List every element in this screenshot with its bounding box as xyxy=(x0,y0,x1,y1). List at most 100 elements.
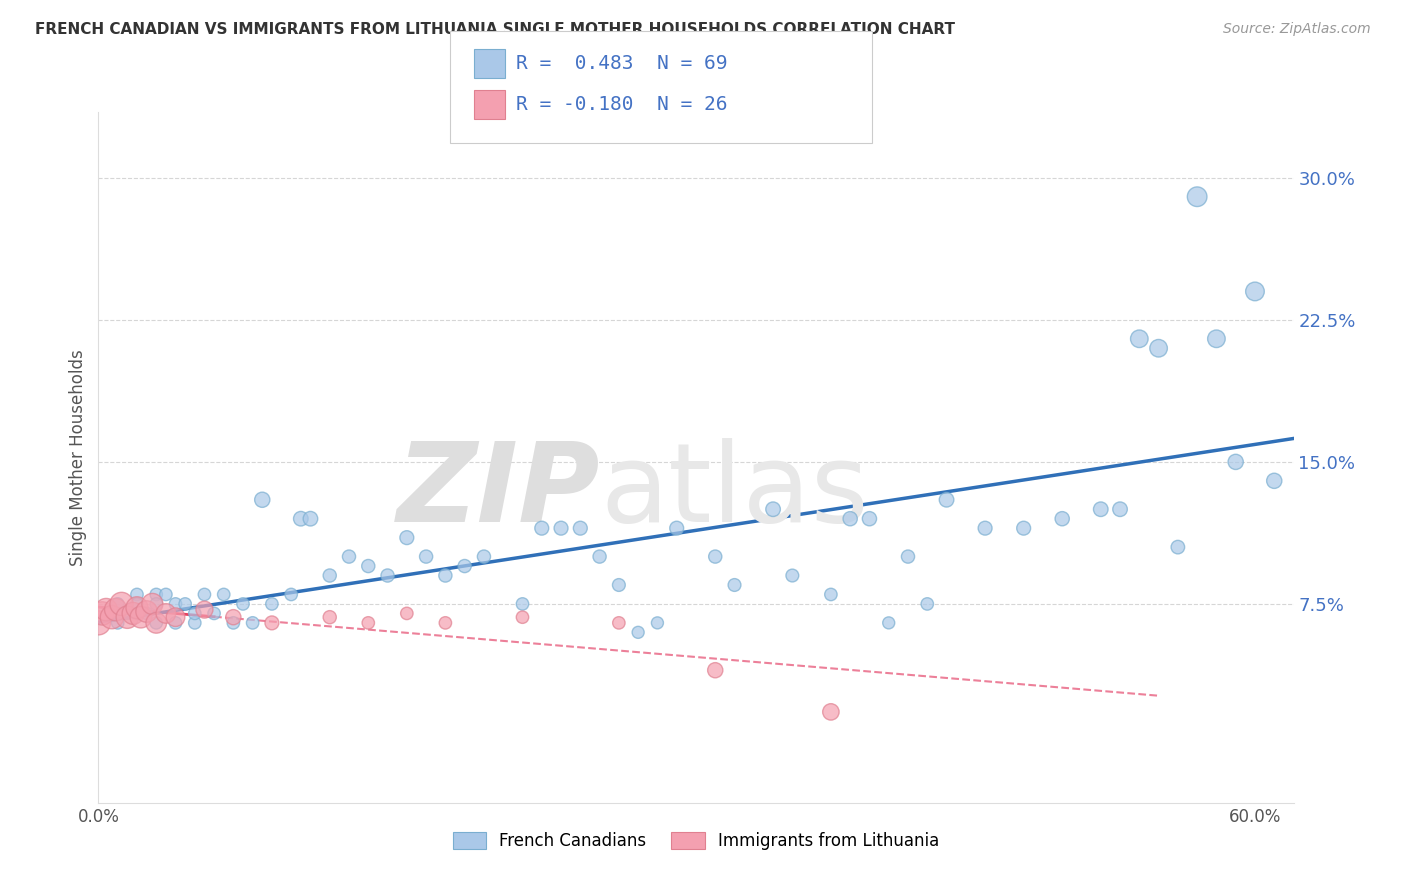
Point xyxy=(107,615,129,630)
Point xyxy=(101,610,124,624)
Point xyxy=(512,597,534,611)
Point xyxy=(145,615,167,630)
Text: Source: ZipAtlas.com: Source: ZipAtlas.com xyxy=(1223,22,1371,37)
Point xyxy=(110,597,132,611)
Point xyxy=(415,549,437,564)
Point xyxy=(820,587,842,601)
Text: atlas: atlas xyxy=(600,438,869,545)
Point xyxy=(1090,502,1112,516)
Point xyxy=(1050,512,1073,526)
Point xyxy=(647,615,669,630)
Point xyxy=(607,615,630,630)
Point xyxy=(141,597,163,611)
Point xyxy=(299,512,322,526)
Point xyxy=(319,610,342,624)
Point xyxy=(1205,332,1227,346)
Point xyxy=(1128,332,1150,346)
Point xyxy=(319,568,342,582)
Point xyxy=(453,559,475,574)
Point xyxy=(434,568,457,582)
Point xyxy=(252,492,274,507)
Point xyxy=(125,597,148,611)
Point xyxy=(704,663,727,677)
Point xyxy=(974,521,997,535)
Point xyxy=(357,615,380,630)
Point xyxy=(395,531,418,545)
Point xyxy=(260,615,283,630)
Point xyxy=(165,597,187,611)
Point xyxy=(145,587,167,601)
Point xyxy=(858,512,880,526)
Point xyxy=(897,549,920,564)
Point xyxy=(232,597,254,611)
Point xyxy=(125,607,148,621)
Point xyxy=(155,587,177,601)
Point xyxy=(135,607,157,621)
Point xyxy=(122,607,145,621)
Point xyxy=(135,605,157,619)
Point xyxy=(91,607,114,621)
Point xyxy=(935,492,957,507)
Point xyxy=(125,600,148,615)
Point xyxy=(704,549,727,564)
Point xyxy=(174,597,197,611)
Point xyxy=(569,521,592,535)
Point xyxy=(145,597,167,611)
Point xyxy=(1109,502,1132,516)
Point xyxy=(357,559,380,574)
Point xyxy=(665,521,688,535)
Point xyxy=(1185,190,1208,204)
Point xyxy=(165,610,187,624)
Point xyxy=(472,549,495,564)
Point xyxy=(145,615,167,630)
Point xyxy=(290,512,312,526)
Text: FRENCH CANADIAN VS IMMIGRANTS FROM LITHUANIA SINGLE MOTHER HOUSEHOLDS CORRELATIO: FRENCH CANADIAN VS IMMIGRANTS FROM LITHU… xyxy=(35,22,955,37)
Point xyxy=(723,578,745,592)
Point xyxy=(212,587,235,601)
Point xyxy=(260,597,283,611)
Point xyxy=(1012,521,1035,535)
Point xyxy=(588,549,610,564)
Point xyxy=(337,549,360,564)
Point xyxy=(820,705,842,719)
Point xyxy=(184,607,207,621)
Point xyxy=(155,607,177,621)
Point xyxy=(550,521,572,535)
Point xyxy=(530,521,553,535)
Point xyxy=(94,602,117,616)
Text: R = -0.180  N = 26: R = -0.180 N = 26 xyxy=(516,95,727,114)
Y-axis label: Single Mother Households: Single Mother Households xyxy=(69,349,87,566)
Point xyxy=(129,610,152,624)
Point xyxy=(222,615,245,630)
Point xyxy=(839,512,862,526)
Point xyxy=(280,587,302,601)
Point xyxy=(877,615,900,630)
Point xyxy=(193,602,215,616)
Point xyxy=(107,597,129,611)
Point xyxy=(782,568,804,582)
Point xyxy=(125,587,148,601)
Point xyxy=(434,615,457,630)
Point xyxy=(1263,474,1285,488)
Point xyxy=(242,615,264,630)
Point xyxy=(222,610,245,624)
Point xyxy=(627,625,650,640)
Point xyxy=(87,615,110,630)
Point xyxy=(104,602,127,616)
Point xyxy=(202,607,225,621)
Point xyxy=(762,502,785,516)
Point xyxy=(1225,455,1247,469)
Point xyxy=(1244,285,1267,299)
Point xyxy=(917,597,939,611)
Point xyxy=(1147,341,1170,355)
Point xyxy=(1167,540,1189,554)
Point xyxy=(117,610,139,624)
Text: ZIP: ZIP xyxy=(396,438,600,545)
Point xyxy=(377,568,399,582)
Point xyxy=(165,615,187,630)
Point xyxy=(193,587,215,601)
Point xyxy=(395,607,418,621)
Point xyxy=(512,610,534,624)
Text: R =  0.483  N = 69: R = 0.483 N = 69 xyxy=(516,54,727,73)
Point xyxy=(184,615,207,630)
